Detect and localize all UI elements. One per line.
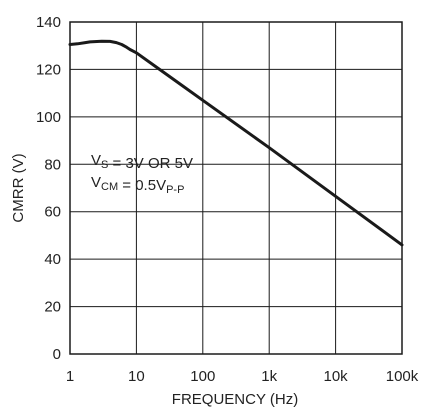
annotation-part: S xyxy=(101,159,108,171)
annotation-part: V xyxy=(91,152,101,169)
x-tick-label: 10k xyxy=(324,368,349,385)
y-tick-label: 80 xyxy=(44,156,61,173)
annotation-part: = 0.5V xyxy=(118,177,166,194)
x-tick-label: 10 xyxy=(128,368,145,385)
y-axis-label: CMRR (V) xyxy=(10,153,27,222)
cmrr-curve xyxy=(68,39,404,247)
y-tick-label: 0 xyxy=(53,346,61,363)
y-tick-label: 120 xyxy=(36,61,61,78)
annotation-part: P-P xyxy=(166,184,184,196)
x-tick-label: 1 xyxy=(66,368,74,385)
plot-frame xyxy=(69,21,403,355)
y-tick-label: 100 xyxy=(36,109,61,126)
annotation-part: = 3V OR 5V xyxy=(108,155,193,172)
y-tick-label: 140 xyxy=(36,14,61,31)
annotation-part: CM xyxy=(101,181,118,193)
x-tick-label: 100k xyxy=(386,368,419,385)
annotation-supply-voltage: VS = 3V OR 5V xyxy=(91,152,193,172)
y-tick-label: 20 xyxy=(44,299,61,316)
x-axis-label: FREQUENCY (Hz) xyxy=(172,391,298,408)
y-tick-labels: 0 20 40 60 80 100 120 140 xyxy=(36,14,61,363)
y-tick-label: 60 xyxy=(44,204,61,221)
y-tick-label: 40 xyxy=(44,251,61,268)
x-tick-label: 100 xyxy=(190,368,215,385)
x-tick-labels: 1 10 100 1k 10k 100k xyxy=(66,368,419,385)
x-tick-label: 1k xyxy=(261,368,277,385)
annotation-part: V xyxy=(91,174,101,191)
annotation-common-mode-voltage: VCM = 0.5VP-P xyxy=(91,174,184,196)
